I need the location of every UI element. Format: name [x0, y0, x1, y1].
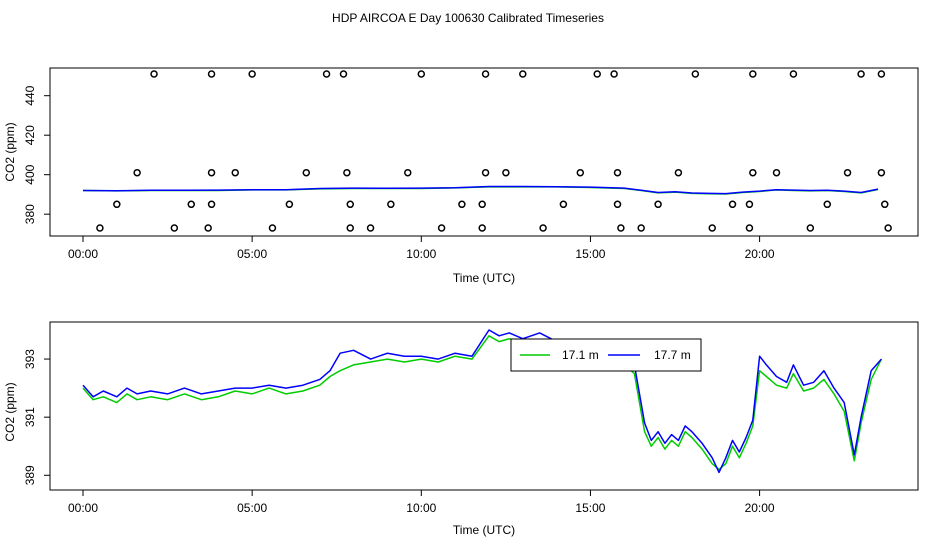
top-scatter-point: [458, 200, 466, 209]
top-scatter-point: [806, 224, 815, 232]
top-scatter-point: [613, 200, 622, 209]
top-scatter-point: [207, 168, 216, 177]
top-scatter-point: [366, 224, 375, 232]
top-scatter-point: [789, 70, 798, 78]
top-scatter-point: [204, 224, 212, 232]
top-y-tick-label: 420: [23, 125, 37, 145]
top-scatter-point: [322, 70, 331, 78]
top-scatter-point: [187, 200, 196, 209]
top-x-tick-label: 05:00: [237, 247, 267, 261]
bottom-y-axis-label: CO2 (ppm): [3, 382, 17, 441]
top-scatter-point: [248, 70, 256, 78]
top-scatter-point: [481, 168, 490, 177]
top-scatter-point: [610, 70, 618, 78]
bottom-axes: 00:00 05:00 10:00 15:00 20:00 389 391 393: [23, 349, 775, 515]
bottom-x-tick-label: 15:00: [575, 501, 605, 515]
top-scatter-point: [559, 200, 568, 209]
top-scatter-point: [346, 200, 355, 209]
top-scatter-point: [133, 168, 141, 177]
top-y-axis-label: CO2 (ppm): [3, 122, 17, 181]
bottom-plot-frame: [49, 321, 919, 491]
top-y-tick-label: 380: [23, 204, 37, 224]
bottom-x-tick-label: 05:00: [237, 501, 267, 515]
top-x-tick-label: 15:00: [575, 247, 605, 261]
legend-label-green: 17.1 m: [562, 348, 599, 362]
top-y-tick-label: 440: [23, 85, 37, 105]
legend-label-blue: 17.7 m: [654, 348, 691, 362]
top-scatter-point: [478, 200, 486, 209]
top-scatter-point: [207, 70, 216, 78]
top-scatter-point: [749, 70, 757, 78]
top-scatter-point: [170, 224, 179, 232]
top-scatter-point: [478, 224, 486, 232]
top-scatter-point: [417, 70, 426, 78]
top-scatter-point: [576, 168, 585, 177]
top-scatter-point: [113, 200, 121, 209]
top-x-axis-label: Time (UTC): [453, 271, 515, 285]
top-scatter-point: [404, 168, 412, 177]
top-scatter-point: [502, 168, 510, 177]
top-axes: 00:00 05:00 10:00 15:00 20:00 380 400 420 440: [23, 85, 775, 261]
top-scatter-point: [884, 224, 892, 232]
top-scatter-point: [637, 224, 645, 232]
top-scatter-point: [691, 70, 700, 78]
top-x-tick-label: 00:00: [68, 247, 98, 261]
top-scatter-point: [285, 200, 294, 209]
top-plot-frame: [49, 67, 919, 237]
top-scatter-point: [745, 200, 754, 209]
top-scatter-point: [593, 70, 601, 78]
top-y-tick-label: 400: [23, 164, 37, 184]
bottom-panel: CO2 (ppm) Time (UTC) 00:00 05:00 10:00 15:0…: [3, 321, 919, 537]
bottom-x-tick-label: 20:00: [745, 501, 775, 515]
bottom-series-line-0: [82, 335, 883, 471]
top-scatter-point: [857, 70, 865, 78]
bottom-y-tick-label: 389: [23, 465, 37, 485]
bottom-x-tick-label: 00:00: [68, 501, 98, 515]
top-scatter-point: [728, 200, 737, 209]
top-scatter-point: [877, 70, 886, 78]
top-scatter-point: [674, 168, 683, 177]
top-scatter-point: [843, 168, 852, 177]
top-scatter-point: [519, 70, 527, 78]
bottom-x-axis-label: Time (UTC): [453, 523, 515, 537]
top-scatter-point: [823, 200, 832, 209]
top-scatter-point: [708, 224, 716, 232]
top-scatter-point: [617, 224, 625, 232]
top-scatter-point: [877, 168, 886, 177]
top-scatter-point: [150, 70, 158, 78]
top-scatter-point: [539, 224, 547, 232]
top-scatter-point: [302, 168, 311, 177]
top-scatter-point: [96, 224, 104, 232]
top-scatter-point: [387, 200, 395, 209]
bottom-y-tick-label: 393: [23, 349, 37, 369]
top-scatter-point: [437, 224, 446, 232]
top-x-tick-label: 10:00: [406, 247, 436, 261]
top-scatter-point: [881, 200, 889, 209]
top-series-line-1: [82, 185, 879, 195]
top-series: [82, 70, 892, 232]
legend: 17.1 m 17.7 m: [510, 338, 702, 372]
top-scatter-point: [772, 168, 781, 177]
figure-title: HDP AIRCOA E Day 100630 Calibrated Times…: [332, 11, 604, 25]
top-scatter-point: [268, 224, 277, 232]
top-scatter-point: [346, 224, 355, 232]
bottom-x-tick-label: 10:00: [406, 501, 436, 515]
bottom-y-tick-label: 391: [23, 407, 37, 427]
top-scatter-point: [481, 70, 490, 78]
top-scatter-point: [207, 200, 216, 209]
top-scatter-point: [339, 70, 348, 78]
top-scatter-point: [231, 168, 239, 177]
top-scatter-point: [343, 168, 351, 177]
bottom-series-line-1: [82, 329, 882, 474]
bottom-series: [82, 329, 883, 474]
top-scatter-point: [613, 168, 622, 177]
top-scatter-point: [745, 224, 754, 232]
top-x-tick-label: 20:00: [745, 247, 775, 261]
top-panel: CO2 (ppm) Time (UTC) 00:00 05:00 10:00 15:0…: [3, 67, 919, 285]
top-scatter-point: [654, 200, 662, 209]
top-scatter-point: [749, 168, 757, 177]
